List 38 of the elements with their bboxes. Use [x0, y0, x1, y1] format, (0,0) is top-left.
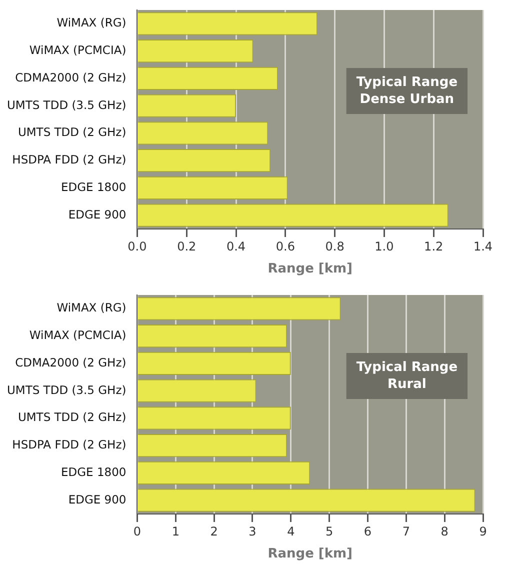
y-tick-label: WiMAX (RG)	[56, 300, 126, 315]
y-tick-label: WiMAX (PCMCIA)	[29, 328, 126, 342]
annotation: Typical Range Dense Urban	[356, 74, 458, 107]
x-tick-label: 1.2	[424, 239, 444, 254]
x-tick-label: 9	[479, 524, 487, 538]
y-tick-label: EDGE 1800	[60, 464, 126, 479]
x-axis-title: Range [km]	[268, 262, 352, 277]
x-tick-label: 0.2	[177, 239, 196, 254]
x-tick-label: 7	[402, 524, 410, 538]
x-tick-label: 1	[172, 524, 180, 538]
y-tick-label: HSDPA FDD (2 GHz)	[12, 438, 126, 452]
y-tick-label: WiMAX (PCMCIA)	[29, 43, 126, 58]
x-tick-label: 3	[248, 524, 256, 538]
y-tick-label: EDGE 900	[68, 207, 126, 222]
x-tick-label: 4	[287, 524, 295, 538]
x-tick-label: 1.4	[473, 239, 493, 254]
x-tick-label: 8	[440, 524, 448, 538]
x-tick-label: 1.0	[374, 239, 394, 254]
x-tick-label: 0.4	[226, 239, 246, 254]
y-tick-label: UMTS TDD (3.5 GHz)	[6, 382, 126, 397]
x-tick-label: 6	[364, 524, 372, 538]
x-tick-label: 0.8	[325, 239, 344, 254]
x-axis-title: Range [km]	[268, 546, 352, 562]
y-tick-label: UMTS TDD (2 GHz)	[18, 125, 126, 140]
x-tick-label: 0.0	[128, 239, 147, 254]
y-tick-label: UMTS TDD (3.5 GHz)	[6, 98, 126, 112]
y-tick-label: CDMA2000 (2 GHz)	[15, 355, 126, 370]
y-tick-label: CDMA2000 (2 GHz)	[15, 70, 126, 84]
x-tick-label: 2	[210, 524, 218, 538]
y-tick-label: EDGE 1800	[60, 180, 126, 194]
y-tick-label: WiMAX (RG)	[56, 16, 126, 30]
annotation: Typical Range Rural	[356, 360, 458, 392]
x-tick-label: 0	[133, 524, 142, 538]
x-tick-label: 5	[326, 524, 334, 538]
x-tick-label: 0.6	[276, 239, 295, 254]
y-tick-label: EDGE 900	[68, 492, 126, 506]
y-tick-label: HSDPA FDD (2 GHz)	[12, 152, 126, 167]
y-tick-label: UMTS TDD (2 GHz)	[18, 410, 126, 424]
